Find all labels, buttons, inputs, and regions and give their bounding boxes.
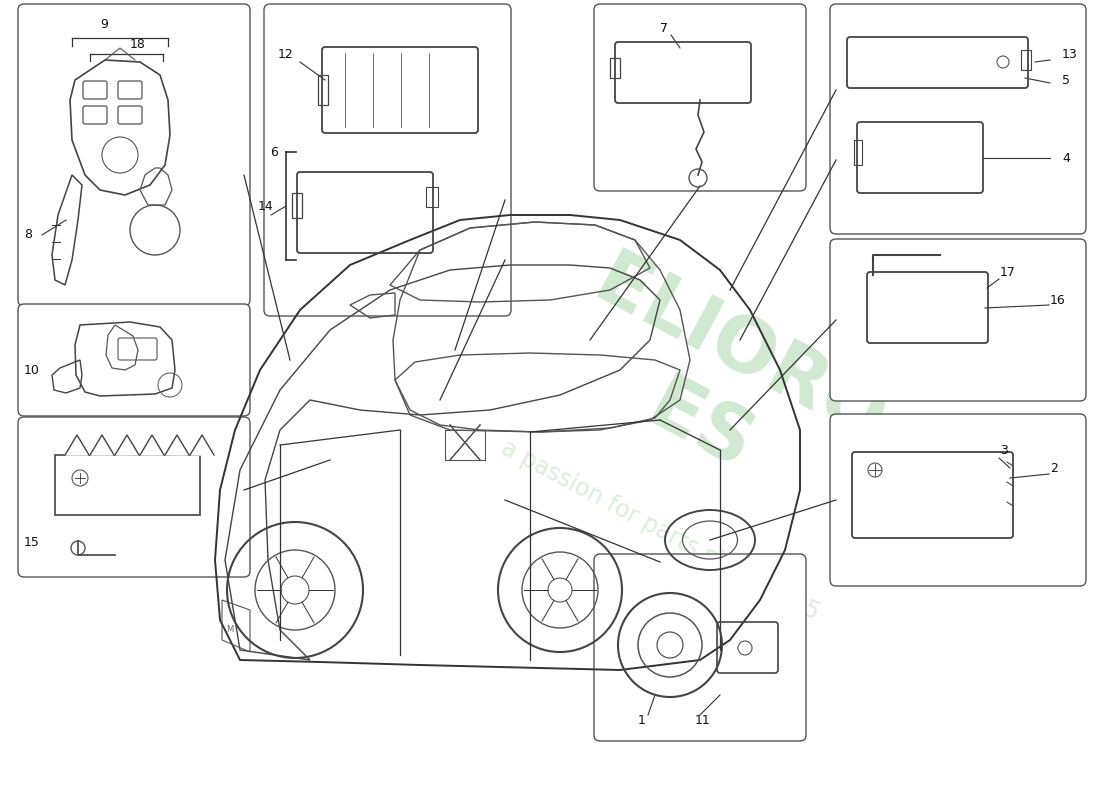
Text: 1: 1 bbox=[638, 714, 646, 726]
Bar bbox=[292, 193, 302, 218]
Bar bbox=[426, 187, 438, 207]
Text: 5: 5 bbox=[1062, 74, 1070, 86]
Text: 11: 11 bbox=[695, 714, 711, 726]
Polygon shape bbox=[140, 435, 164, 455]
FancyBboxPatch shape bbox=[594, 4, 806, 191]
Text: 16: 16 bbox=[1050, 294, 1066, 306]
Text: 2: 2 bbox=[1050, 462, 1058, 474]
Bar bbox=[318, 75, 328, 105]
FancyBboxPatch shape bbox=[594, 554, 806, 741]
Text: 4: 4 bbox=[1062, 151, 1070, 165]
Text: M: M bbox=[227, 626, 233, 634]
FancyBboxPatch shape bbox=[264, 4, 512, 316]
Text: 18: 18 bbox=[130, 38, 146, 50]
FancyBboxPatch shape bbox=[830, 414, 1086, 586]
Text: 3: 3 bbox=[1000, 443, 1008, 457]
Polygon shape bbox=[190, 435, 214, 455]
Text: a passion for parts since 1985: a passion for parts since 1985 bbox=[497, 435, 823, 625]
Text: 6: 6 bbox=[270, 146, 278, 158]
Text: 12: 12 bbox=[278, 49, 294, 62]
Polygon shape bbox=[116, 435, 139, 455]
FancyBboxPatch shape bbox=[18, 4, 250, 306]
Text: 13: 13 bbox=[1062, 49, 1078, 62]
FancyBboxPatch shape bbox=[18, 304, 250, 416]
Text: 10: 10 bbox=[24, 363, 40, 377]
Polygon shape bbox=[90, 435, 114, 455]
Polygon shape bbox=[65, 435, 89, 455]
FancyBboxPatch shape bbox=[18, 417, 250, 577]
FancyBboxPatch shape bbox=[830, 4, 1086, 234]
Bar bbox=[1021, 50, 1031, 70]
Text: ELIORO
ES: ELIORO ES bbox=[542, 245, 898, 535]
Text: 8: 8 bbox=[24, 229, 32, 242]
Text: 15: 15 bbox=[24, 537, 40, 550]
Text: 17: 17 bbox=[1000, 266, 1016, 278]
Bar bbox=[854, 140, 862, 165]
Text: 7: 7 bbox=[660, 22, 668, 34]
Polygon shape bbox=[165, 435, 189, 455]
Text: 9: 9 bbox=[100, 18, 108, 31]
Text: 14: 14 bbox=[258, 199, 274, 213]
Bar bbox=[610, 58, 620, 78]
FancyBboxPatch shape bbox=[830, 239, 1086, 401]
